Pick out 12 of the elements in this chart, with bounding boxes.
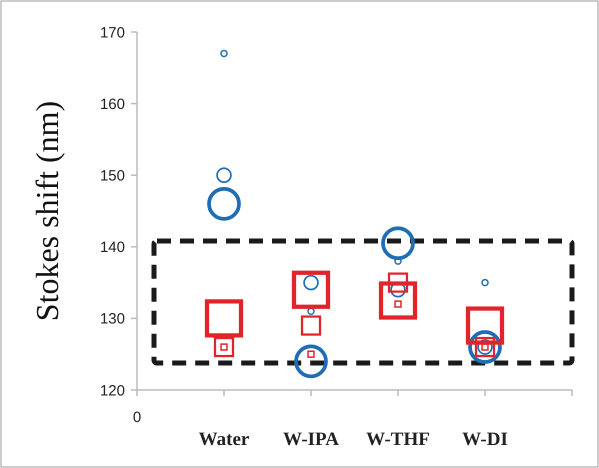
y-tick-label: 140 [100, 239, 125, 256]
x-tick-label: W-DI [462, 429, 508, 450]
y-tick-label: 120 [100, 382, 125, 400]
x-tick-label: W-IPA [283, 429, 340, 450]
y-tick-label: 150 [100, 167, 125, 184]
text: 0 [132, 409, 142, 426]
x-tick-label: Water [198, 429, 250, 450]
y-tick-label: 130 [100, 310, 125, 328]
y-axis-title: Stokes shift (nm) [29, 100, 65, 322]
y-tick-label: 170 [100, 24, 125, 42]
x-tick-label: W-THF [366, 429, 430, 450]
y-tick-label: 160 [100, 96, 125, 113]
